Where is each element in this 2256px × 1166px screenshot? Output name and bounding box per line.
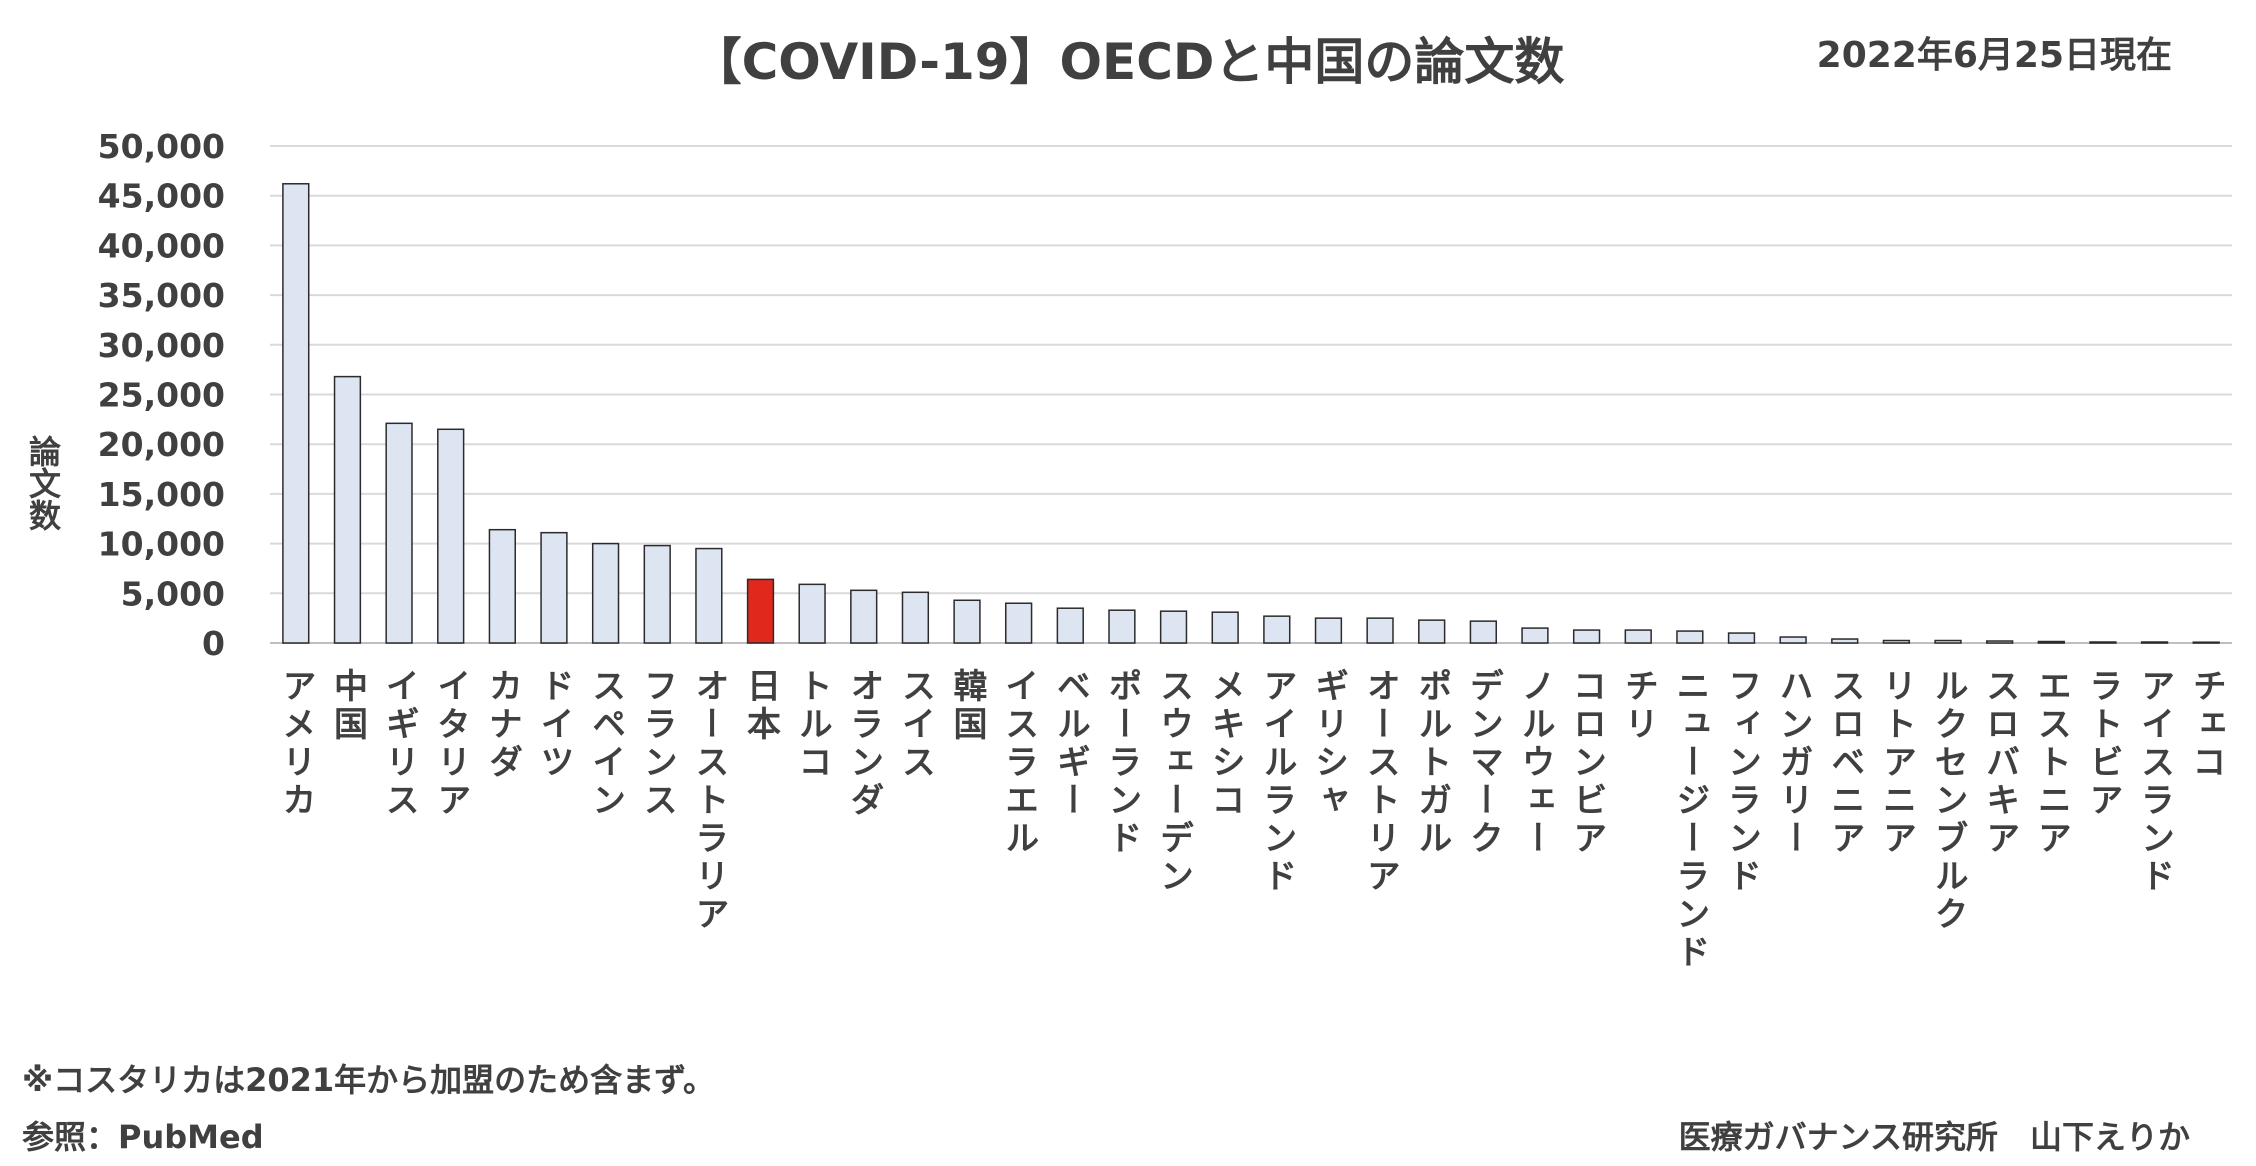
x-tick-label: トルコ (792, 668, 832, 782)
x-tick-label: エストニア (2031, 668, 2071, 858)
x-tick-label: ニュージーランド (1670, 668, 1710, 972)
bar-34 (2037, 640, 2065, 644)
bar-9 (746, 578, 775, 644)
bar-27 (1676, 630, 1704, 644)
bar-37 (2192, 641, 2220, 644)
bar-36 (2140, 641, 2169, 644)
x-tick-label: オーストリア (1360, 668, 1400, 896)
y-tick-labels: 0 5,000 10,000 15,000 20,000 25,000 30,000 35,0… (98, 127, 225, 663)
bar-7 (643, 544, 671, 644)
bar-31 (1882, 639, 1911, 644)
source-label: 参照：PubMed (22, 1118, 264, 1156)
bar-26 (1624, 629, 1652, 644)
bar-3 (437, 428, 465, 644)
x-tick-label: ポーランド (1102, 668, 1142, 858)
x-tick-label: オランダ (844, 668, 884, 820)
x-tick-label: ハンガリー (1773, 668, 1813, 858)
bar-0 (282, 183, 310, 644)
bar-25 (1572, 629, 1601, 644)
x-tick-label: コロンビア (1567, 668, 1607, 858)
bar-17 (1159, 610, 1188, 644)
bar-20 (1314, 617, 1343, 644)
bar-6 (591, 542, 620, 644)
bar-28 (1727, 632, 1756, 644)
y-tick-label: 15,000 (98, 475, 225, 514)
x-tick-label: カナダ (482, 668, 522, 782)
x-tick-label: アイルランド (1257, 668, 1297, 896)
x-tick-label: ルクセンブルク (1928, 668, 1968, 934)
x-tick-label: ギリシャ (1308, 668, 1348, 820)
bar-21 (1366, 617, 1394, 644)
x-tick-label: フィンランド (1722, 668, 1762, 896)
x-tick-label: スウェーデン (1154, 668, 1194, 896)
bar-16 (1108, 609, 1136, 644)
bar-19 (1263, 615, 1291, 644)
x-tick-label: スイス (895, 668, 935, 782)
bar-14 (1005, 602, 1033, 644)
y-tick-label: 30,000 (98, 326, 225, 365)
x-tick-label: 日本 (741, 668, 781, 744)
x-tick-labels: アメリカ 中国 イギリス イタリア カナダ ドイツ スペイン フランス オーストラリア 日本 トルコ… (276, 668, 2226, 972)
y-tick-label: 35,000 (98, 276, 225, 315)
bar-24 (1521, 627, 1549, 644)
y-tick-label: 20,000 (98, 425, 225, 464)
y-axis-label: 論文数 (24, 435, 62, 531)
bar-8 (695, 547, 723, 644)
x-tick-label: メキシコ (1205, 668, 1245, 820)
bar-15 (1056, 607, 1084, 644)
bar-11 (850, 589, 878, 644)
x-tick-label: ポルトガル (1412, 668, 1452, 858)
y-tick-label: 5,000 (121, 574, 225, 613)
x-tick-label: スロバキア (1980, 668, 2020, 858)
x-tick-label: フランス (637, 668, 677, 820)
x-tick-label: チリ (1618, 668, 1658, 744)
x-tick-label: アイスランド (2135, 668, 2175, 896)
x-tick-label: 韓国 (947, 668, 987, 744)
bar-13 (953, 599, 981, 644)
x-tick-label: 中国 (327, 668, 367, 744)
bar-22 (1418, 619, 1446, 644)
x-tick-label: ラトビア (2083, 668, 2123, 820)
credit-label: 医療ガバナンス研究所 山下えりか (1678, 1118, 2190, 1156)
bars (282, 183, 2220, 644)
footnote: ※コスタリカは2021年から加盟のため含まず。 (22, 1061, 715, 1099)
bar-5 (540, 531, 568, 644)
bar-1 (333, 375, 362, 644)
x-tick-label: デンマーク (1463, 668, 1503, 858)
y-tick-label: 0 (202, 624, 225, 663)
x-tick-label: スロベニア (1825, 668, 1865, 858)
bar-29 (1779, 636, 1807, 644)
date-label: 2022年6月25日現在 (1816, 35, 2172, 76)
y-tick-label: 10,000 (98, 525, 225, 564)
x-tick-label: チェコ (2186, 668, 2226, 782)
x-tick-label: イスラエル (999, 668, 1039, 858)
bar-35 (2089, 641, 2117, 644)
y-tick-label: 50,000 (98, 127, 225, 166)
bar-4 (488, 528, 516, 644)
x-tick-label: アメリカ (276, 668, 316, 820)
x-tick-label: リトアニア (1876, 668, 1916, 858)
bar-23 (1469, 620, 1497, 644)
x-tick-label: ベルギー (1050, 668, 1090, 820)
x-tick-label: ノルウェー (1515, 668, 1555, 858)
bar-32 (1934, 639, 1962, 644)
x-tick-label: オーストラリア (689, 668, 729, 934)
y-tick-label: 40,000 (98, 226, 225, 265)
x-tick-label: イギリス (379, 668, 419, 820)
bar-18 (1211, 611, 1239, 644)
y-tick-label: 25,000 (98, 376, 225, 415)
bar-30 (1831, 638, 1859, 644)
chart-title: 【COVID-19】OECDと中国の論文数 (691, 33, 1565, 91)
y-tick-label: 45,000 (98, 177, 225, 216)
bar-33 (1986, 640, 2014, 644)
bar-12 (901, 591, 930, 644)
x-tick-label: イタリア (431, 668, 471, 820)
x-tick-label: スペイン (586, 668, 626, 820)
bar-10 (798, 583, 826, 644)
x-tick-label: ドイツ (534, 668, 574, 782)
bar-2 (385, 422, 413, 644)
